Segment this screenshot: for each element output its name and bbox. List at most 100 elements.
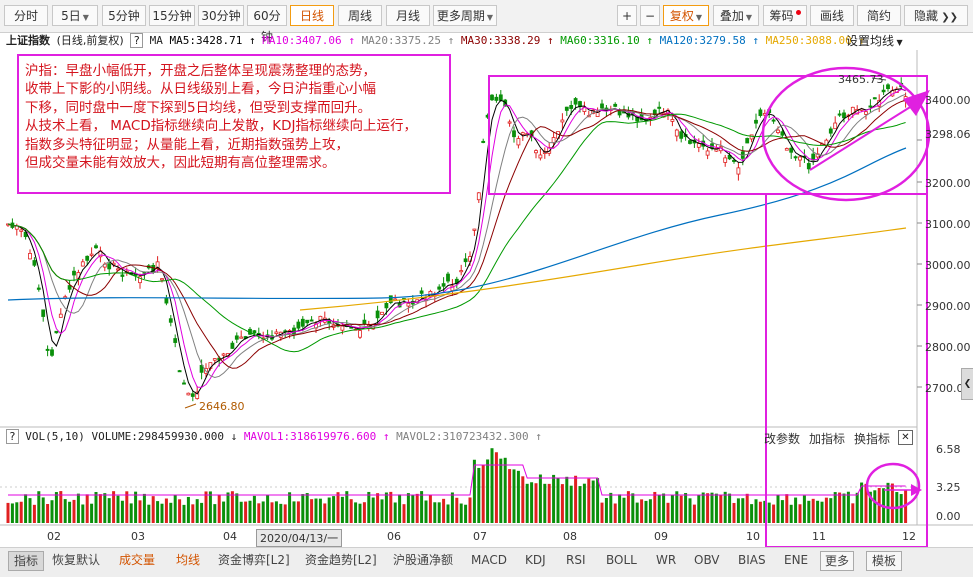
tab-wr[interactable]: WR (656, 553, 677, 567)
period-tab-30min[interactable]: 30分钟 (198, 5, 244, 26)
help-icon[interactable]: ? (130, 33, 143, 48)
volume-bar (424, 500, 428, 523)
fuquan-dropdown[interactable]: 复权 ▼ (663, 5, 709, 26)
tab-northbound-net[interactable]: 沪股通净额 (393, 553, 454, 567)
tab-fund-game[interactable]: 资金博弈[L2] (218, 553, 290, 567)
arrow-head-icon (903, 90, 930, 116)
volume-bar (103, 493, 107, 523)
period-tab-fenshi[interactable]: 分时 (4, 5, 48, 26)
volume-bar (274, 501, 278, 523)
period-label: 15分钟 (152, 9, 192, 23)
volume-bar (807, 500, 811, 523)
template-button[interactable]: 模板 (866, 551, 902, 571)
volume-bar (626, 491, 630, 523)
arrow-up-icon: ↑ (248, 34, 256, 47)
zoom-out-button[interactable]: − (640, 5, 660, 26)
tab-macd[interactable]: MACD (471, 553, 507, 567)
switch-indicator-button[interactable]: 换指标 (854, 432, 891, 446)
draw-line-button[interactable]: 画线 (810, 5, 854, 26)
period-tab-weekly[interactable]: 周线 (338, 5, 382, 26)
period-tab-5min[interactable]: 5分钟 (102, 5, 146, 26)
tab-kdj[interactable]: KDJ (525, 553, 546, 567)
volume-bar (6, 502, 10, 523)
volume-bar (362, 502, 366, 523)
tab-fund-trend[interactable]: 资金趋势[L2] (305, 553, 377, 567)
volume-bar (842, 493, 846, 523)
chips-button[interactable]: 筹码 (763, 5, 807, 26)
candlestick (784, 148, 789, 151)
price-tick: 3200.00 (925, 177, 971, 190)
volume-bar (494, 452, 498, 523)
ma30-line (7, 99, 906, 369)
period-tab-5day[interactable]: 5日 ▼ (52, 5, 98, 26)
period-tab-monthly[interactable]: 月线 (386, 5, 430, 26)
restore-default-tab[interactable]: 恢复默认 (52, 553, 101, 567)
volume-bar (310, 499, 314, 523)
volume-bar (604, 498, 608, 523)
volume-bar (442, 498, 446, 523)
add-indicator-button[interactable]: 加指标 (809, 432, 846, 446)
period-label: 5日 (61, 9, 81, 23)
candlestick (80, 261, 85, 267)
edit-params-button[interactable]: 改参数 (764, 432, 801, 446)
volume-bar (340, 496, 344, 523)
candlestick (564, 106, 569, 111)
volume-bar (76, 493, 80, 523)
candlestick (600, 103, 604, 109)
candlestick (512, 130, 516, 138)
close-icon[interactable]: ✕ (898, 430, 913, 445)
volume-bar (270, 502, 274, 523)
low-marker-line (184, 403, 197, 409)
side-collapse-handle[interactable]: ❮ (961, 368, 973, 400)
candlestick (569, 105, 574, 109)
volume-bar (609, 492, 613, 523)
candlestick (723, 157, 728, 163)
period-tab-15min[interactable]: 15分钟 (149, 5, 195, 26)
help-icon[interactable]: ? (6, 429, 19, 444)
arrow-up-icon: ↑ (547, 34, 554, 47)
tab-bias[interactable]: BIAS (738, 553, 766, 567)
period-tab-60min[interactable]: 60分钟 (247, 5, 287, 44)
indicator-tab-bar: 指标 恢复默认 成交量 均线 资金博弈[L2] 资金趋势[L2] 沪股通净额 M… (0, 547, 973, 577)
indicator-menu-button[interactable]: 指标 (8, 551, 44, 571)
volume-bar (138, 500, 142, 523)
volume-bar (164, 498, 168, 523)
hide-panel-button[interactable]: 隐藏 ❯❯ (904, 5, 968, 26)
candlestick (94, 245, 98, 249)
candlestick (274, 331, 279, 334)
candlestick (419, 290, 424, 294)
volume-bar (789, 504, 793, 523)
volume-bar (798, 504, 802, 523)
tab-rsi[interactable]: RSI (566, 553, 586, 567)
tab-volume[interactable]: 成交量 (119, 553, 156, 567)
plus-icon: + (621, 9, 633, 23)
ma5-value: MA5:3428.71 (169, 34, 243, 47)
volume-tick: 3.25 (936, 481, 961, 494)
toolbar: 分时 5日 ▼ 5分钟 15分钟 30分钟 60分钟 日线 周线 月线 更多周期 ▼… (0, 0, 973, 44)
period-tab-daily[interactable]: 日线 (290, 5, 334, 26)
volume-bar (371, 497, 375, 523)
tab-obv[interactable]: OBV (694, 553, 720, 567)
volume-bar (90, 503, 94, 523)
volume-bar (266, 494, 270, 523)
arrow-up-icon: ↑ (348, 34, 355, 47)
more-indicators-button[interactable]: 更多 (820, 551, 854, 571)
volume-bar (41, 497, 45, 523)
volume-bar (464, 504, 468, 523)
candlestick (138, 276, 142, 284)
candlestick (490, 94, 494, 101)
tab-boll[interactable]: BOLL (606, 553, 637, 567)
ma-settings-dropdown[interactable]: 设置均线 ▼ (846, 33, 903, 51)
zoom-in-button[interactable]: + (617, 5, 637, 26)
candlestick (300, 318, 305, 327)
simple-mode-button[interactable]: 简约 (857, 5, 901, 26)
tab-moving-average[interactable]: 均线 (176, 553, 201, 567)
candlestick (292, 327, 296, 334)
volume-bar (213, 504, 217, 523)
chips-label: 筹码 (769, 9, 794, 23)
volume-bar (195, 499, 199, 523)
tab-ene[interactable]: ENE (784, 553, 809, 567)
more-periods-dropdown[interactable]: 更多周期 ▼ (433, 5, 497, 26)
overlay-dropdown[interactable]: 叠加 ▼ (713, 5, 759, 26)
